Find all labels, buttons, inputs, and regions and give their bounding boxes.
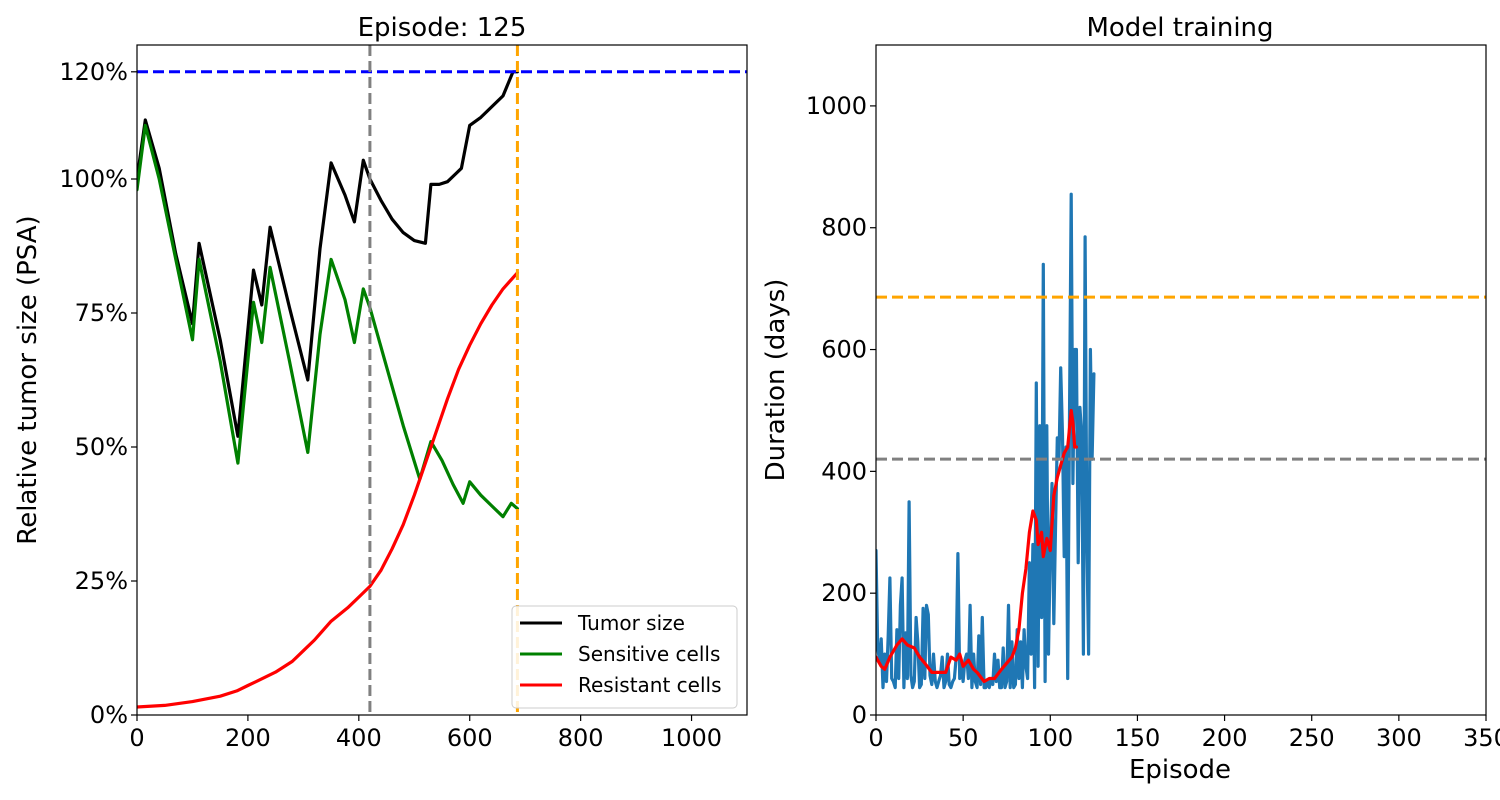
episode-y-tick-label: 100% [59, 165, 128, 193]
episode-y-tick-label: 50% [75, 433, 128, 461]
training-x-tick-label: 50 [948, 724, 979, 752]
training-x-tick-label: 250 [1289, 724, 1335, 752]
training-title: Model training [1086, 13, 1273, 43]
legend-label-sensitive-cells: Sensitive cells [578, 642, 720, 666]
training-x-tick-label: 0 [868, 724, 883, 752]
episode-x-tick-label: 0 [129, 724, 144, 752]
episode-x-tick-label: 1000 [661, 724, 722, 752]
training-x-tick-label: 350 [1463, 724, 1500, 752]
training-x-tick-label: 100 [1027, 724, 1073, 752]
training-plot-frame [875, 44, 1487, 716]
legend-label-resistant-cells: Resistant cells [578, 673, 722, 697]
episode-series-sensitive-cells-line [137, 123, 520, 519]
training-y-tick-label: 1000 [806, 92, 867, 120]
training-x-tick-label: 300 [1376, 724, 1422, 752]
legend-label-tumor-size: Tumor size [577, 611, 685, 635]
episode-x-tick-label: 400 [336, 724, 382, 752]
episode-x-tick-label: 200 [225, 724, 271, 752]
episode-series-resistant-cells-line [137, 271, 520, 709]
model-training-panel: 0 50 100 150 200 250 300 350 0 200 400 600 800 1000 M… [761, 13, 1500, 785]
training-x-tick-label: 200 [1202, 724, 1248, 752]
training-y-axis-label: Duration (days) [761, 279, 791, 482]
episode-y-tick-label: 120% [59, 58, 128, 86]
episode-x-tick-label: 600 [447, 724, 493, 752]
training-y-tick-label: 600 [821, 336, 867, 364]
episode-y-axis-label: Relative tumor size (PSA) [13, 215, 43, 544]
training-y-tick-label: 800 [821, 214, 867, 242]
training-y-tick-label: 400 [821, 457, 867, 485]
legend-box [511, 605, 738, 709]
training-series-moving-average-line [876, 408, 1079, 684]
episode-plot-frame [136, 44, 748, 716]
episode-tumor-panel: 0 200 400 600 800 1000 0% 25% 50% 75% 100% 120% Epi… [13, 13, 748, 752]
episode-series-tumor-size-line [137, 70, 520, 438]
training-y-tick-label: 0 [852, 701, 867, 729]
episode-y-tick-label: 75% [75, 299, 128, 327]
episode-y-tick-label: 0% [90, 701, 128, 729]
training-y-tick-label: 200 [821, 579, 867, 607]
training-x-axis-label: Episode [1129, 755, 1231, 785]
training-x-tick-label: 150 [1115, 724, 1161, 752]
episode-title: Episode: 125 [358, 13, 527, 43]
training-series-duration-line [876, 192, 1096, 690]
legend: Tumor size Sensitive cells Resistant cel… [511, 605, 738, 709]
episode-y-tick-label: 25% [75, 567, 128, 595]
episode-x-tick-label: 800 [558, 724, 604, 752]
